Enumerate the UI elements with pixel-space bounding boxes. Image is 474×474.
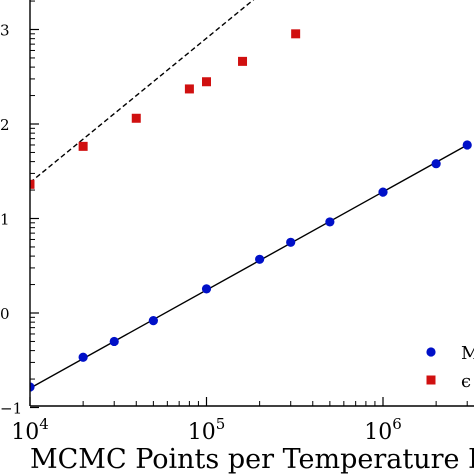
data-point-circle — [78, 352, 88, 362]
data-point-square — [78, 141, 88, 151]
data-point-circle — [148, 316, 158, 326]
legend-marker-square — [426, 375, 436, 385]
x-tick-label: 105 — [188, 415, 226, 445]
y-tick-label: 0 — [0, 305, 10, 323]
x-axis-label: MCMC Points per Temperature R — [30, 444, 474, 474]
fit-line-2 — [30, 0, 255, 184]
y-tick-label: 2 — [0, 116, 10, 134]
data-point-circle — [109, 336, 119, 347]
fit-line-1 — [30, 144, 468, 389]
y-tick-label: 1 — [0, 211, 10, 229]
legend: Mϵ — [426, 343, 474, 392]
data-point-square — [184, 84, 194, 94]
data-point-square — [202, 77, 211, 87]
data-point-circle — [325, 217, 335, 227]
data-markers — [30, 29, 472, 392]
legend-marker-circle — [426, 347, 436, 357]
data-point-square — [238, 56, 248, 66]
x-tick-label: 106 — [364, 415, 402, 445]
data-point-circle — [201, 284, 212, 294]
y-tick-label: −1 — [0, 400, 22, 418]
data-point-square — [30, 179, 35, 189]
x-tick-label: 104 — [11, 415, 49, 445]
legend-label: M — [461, 343, 474, 364]
data-point-circle — [255, 254, 265, 264]
data-point-square — [291, 29, 301, 39]
data-point-circle — [286, 237, 296, 247]
y-tick-label: 3 — [0, 22, 10, 40]
data-point-circle — [378, 187, 388, 197]
data-point-circle — [431, 159, 441, 169]
data-point-circle — [30, 382, 35, 392]
legend-label: ϵ — [461, 371, 471, 392]
fit-lines — [30, 0, 468, 389]
data-point-square — [131, 113, 141, 123]
axes: 104 105 106 −1 0 1 2 3 — [0, 0, 474, 445]
data-point-circle — [462, 140, 472, 150]
